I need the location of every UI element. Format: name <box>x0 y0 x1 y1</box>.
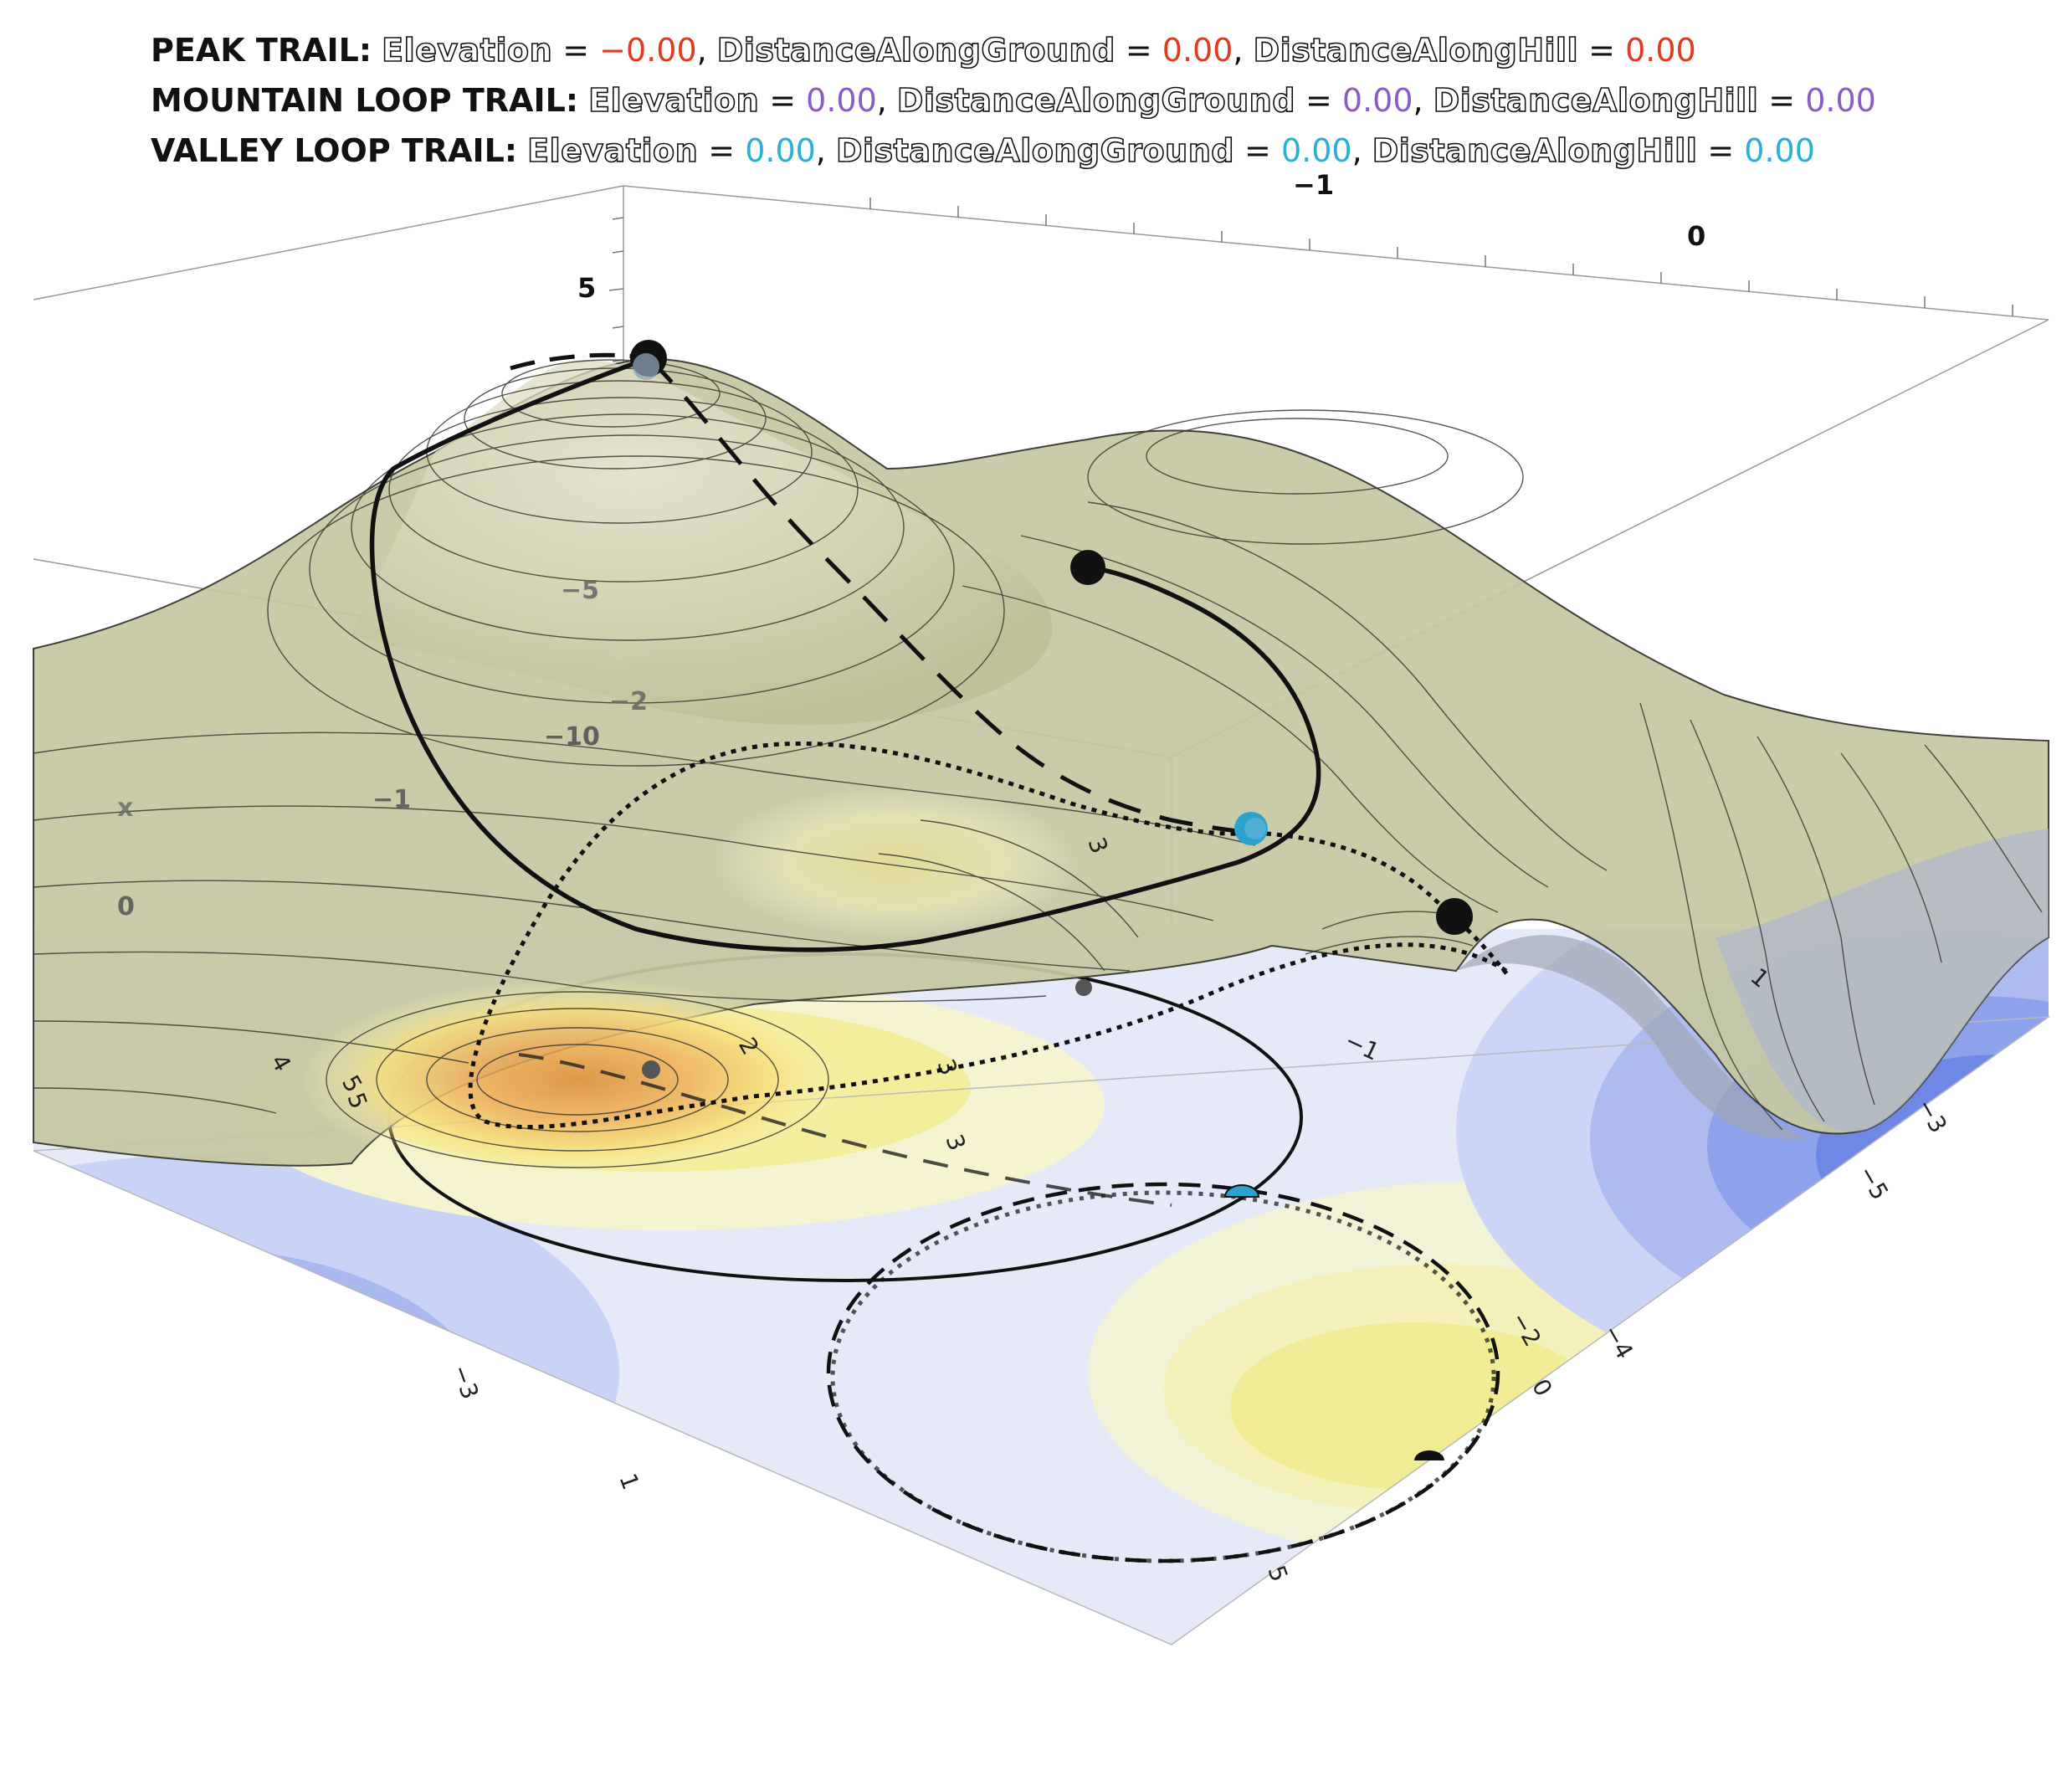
contour-label: −5 <box>1853 1161 1894 1204</box>
valley-loop-marker <box>1436 898 1473 935</box>
valley-loop-floor-shadow <box>826 1182 1500 1563</box>
mountain-ground-value: 0.00 <box>1341 82 1413 119</box>
peak-hill <box>351 360 1053 726</box>
peak-trail-path <box>647 357 1260 835</box>
trail-markers <box>630 340 1473 1460</box>
peak-trail-floor-shadow <box>518 1053 1172 1207</box>
x-axis-label-minus1: −1 <box>372 785 411 814</box>
mountain-hill-value: 0.00 <box>1805 82 1876 119</box>
surface-contours <box>33 359 2043 1168</box>
mountain-hill-label: DistanceAlongHill <box>1433 81 1759 120</box>
x-axis-label-zero: 0 <box>117 892 135 921</box>
valley-trail-title: VALLEY LOOP TRAIL: <box>151 132 518 169</box>
z-axis-label-5: 5 <box>577 272 596 304</box>
mountain-ground-label: DistanceAlongGround <box>896 81 1295 120</box>
top-axis-label-minus1: −1 <box>1293 169 1334 201</box>
floor-outline <box>33 1016 2051 1645</box>
peak-trail-end-marker-shadow <box>1244 818 1266 839</box>
valley-loop-trail <box>468 741 1510 1130</box>
contour-label: 1 <box>613 1470 644 1493</box>
top-axis-label-zero: 0 <box>1687 220 1705 252</box>
mountain-trail-readout: MOUNTAIN LOOP TRAIL: Elevation = 0.00, D… <box>151 81 1876 120</box>
peak-hill-label: DistanceAlongHill <box>1253 31 1579 69</box>
valley-dip-shading <box>1456 935 1808 1140</box>
peak-elevation-label: Elevation <box>381 31 553 69</box>
peak-trail-title: PEAK TRAIL: <box>151 32 372 69</box>
axis-labels: −1 0 5 −5 −2 −10 x −1 0 <box>117 169 1705 921</box>
peak-trail-readout: PEAK TRAIL: Elevation = −0.00, DistanceA… <box>151 31 1696 69</box>
top-axis-ticks <box>869 198 2013 316</box>
surface-blue-tint <box>1716 829 2049 1132</box>
mountain-loop-marker <box>1070 550 1105 585</box>
x-axis-name: x <box>117 793 133 823</box>
floor-black-marker <box>1414 1450 1444 1460</box>
valley-loop-floor-dotted <box>830 1190 1496 1563</box>
mountain-trail-title: MOUNTAIN LOOP TRAIL: <box>151 82 579 119</box>
peak-hill-value: 0.00 <box>1625 32 1696 69</box>
floor-peak-shadow-marker <box>642 1060 660 1079</box>
y-axis-label-minus2: −2 <box>609 687 648 716</box>
valley-trail-readout: VALLEY LOOP TRAIL: Elevation = 0.00, Dis… <box>151 131 1815 170</box>
peak-summit-marker-shadow <box>633 353 659 380</box>
peak-elevation-value: −0.00 <box>599 32 697 69</box>
z-axis-label-minus5: −5 <box>561 576 599 605</box>
peak-ground-value: 0.00 <box>1162 32 1233 69</box>
mountain-elevation-label: Elevation <box>587 81 760 120</box>
valley-hill-label: DistanceAlongHill <box>1372 131 1698 170</box>
valley-elevation-label: Elevation <box>526 131 699 170</box>
valley-ground-label: DistanceAlongGround <box>835 131 1234 170</box>
hill-shading-yellow <box>711 787 1080 937</box>
peak-ground-label: DistanceAlongGround <box>716 31 1115 69</box>
hill-shading-orange <box>301 979 854 1180</box>
floor-loop-shadow-marker <box>1075 979 1092 996</box>
mountain-elevation-value: 0.00 <box>806 82 877 119</box>
valley-elevation-value: 0.00 <box>745 132 816 169</box>
contour-label: −3 <box>446 1361 484 1403</box>
z-axis-label-minus10: −10 <box>544 722 600 752</box>
mountain-loop-trail <box>369 356 1321 952</box>
valley-ground-value: 0.00 <box>1280 132 1352 169</box>
floor-teal-marker <box>1223 1184 1260 1198</box>
valley-hill-value: 0.00 <box>1744 132 1815 169</box>
